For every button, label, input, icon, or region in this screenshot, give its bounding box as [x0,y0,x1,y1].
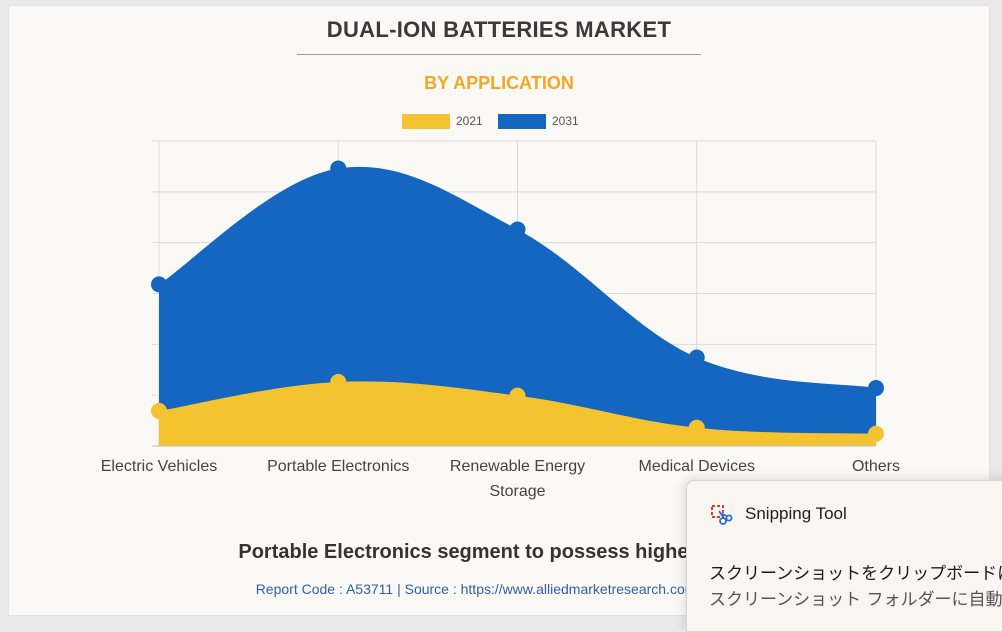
data-point-2021-0 [151,402,167,419]
data-point-2021-1 [330,373,347,390]
x-tick-label-4: Others [852,458,900,475]
x-tick-label-1: Portable Electronics [267,458,409,475]
chart-legend: 2021 2031 [0,113,998,133]
snipping-tool-icon [711,505,733,525]
snipping-tool-notification[interactable]: Snipping Tool スクリーンショットをクリップボードにコピ スクリーン… [686,480,1002,632]
area-chart: Electric Vehicles Portable Electronics Ren… [101,140,900,500]
x-tick-label-0: Electric Vehicles [101,458,218,475]
data-point-2021-2 [509,387,526,404]
data-point-2031-1 [330,160,347,177]
x-tick-label-3: Medical Devices [639,458,755,475]
headline-text: Portable Electronics segment to possess … [238,541,760,563]
legend-swatch-2031 [498,114,546,129]
data-point-2031-3 [688,349,705,366]
x-tick-label-2: Renewable Energy Storage [450,458,585,500]
legend-label-2031: 2031 [552,114,579,128]
report-source-footer[interactable]: Report Code : A53711 | Source : https://… [255,581,743,597]
data-point-2031-0 [151,276,167,293]
notification-message-line1: スクリーンショットをクリップボードにコピ [709,564,1002,584]
chart-subtitle: BY APPLICATION [424,73,574,93]
notification-app-name: Snipping Tool [745,504,847,523]
legend-swatch-2021 [402,114,450,129]
chart-title: DUAL-ION BATTERIES MARKET [326,17,672,42]
notification-message-line2: スクリーンショット フォルダーに自動的 [709,590,1002,610]
data-point-2021-4 [868,425,884,442]
data-point-2021-3 [688,419,705,436]
data-point-2031-4 [868,380,884,397]
legend-label-2021: 2021 [456,114,483,128]
data-point-2031-2 [509,221,526,238]
title-underline [297,54,701,55]
